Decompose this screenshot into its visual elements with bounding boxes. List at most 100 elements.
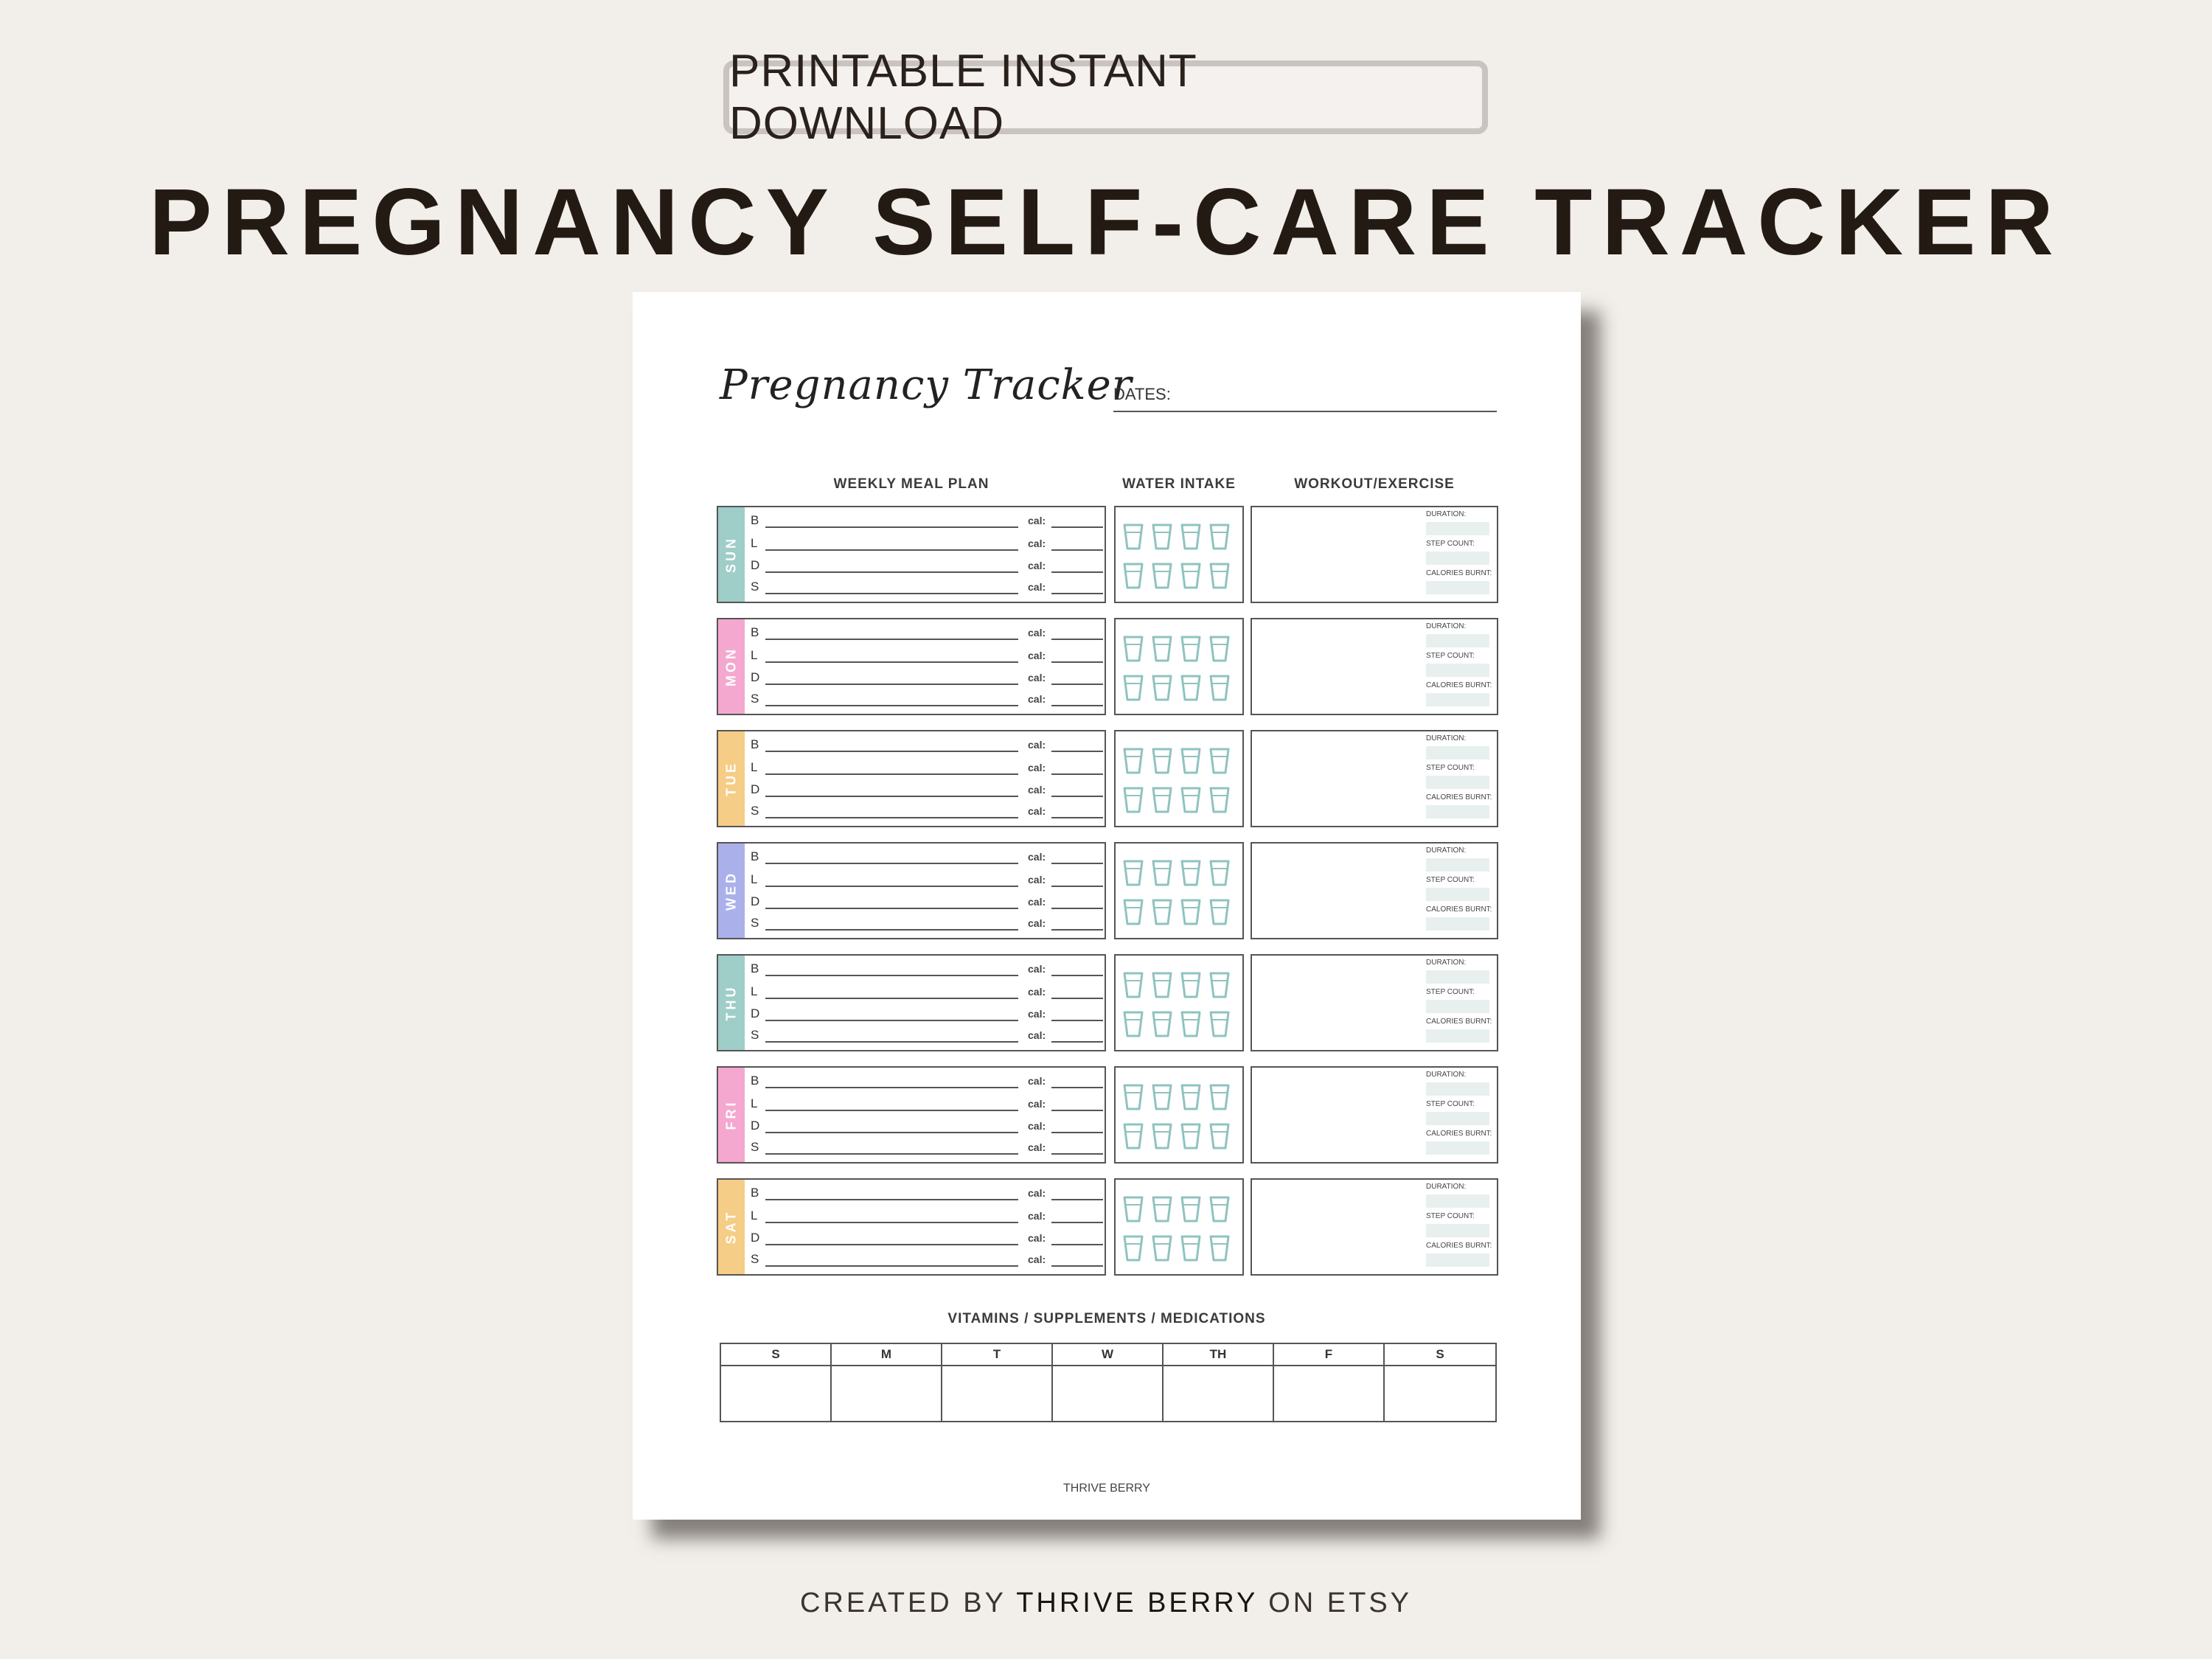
cal-entry-line[interactable] (1051, 1110, 1103, 1111)
cal-entry-line[interactable] (1051, 1265, 1103, 1267)
water-cup-icon[interactable] (1209, 1123, 1230, 1150)
water-cup-icon[interactable] (1123, 787, 1144, 813)
water-cup-icon[interactable] (1152, 1084, 1172, 1110)
water-cup-icon[interactable] (1180, 972, 1201, 998)
meal-entry-line[interactable] (765, 526, 1018, 528)
water-cup-icon[interactable] (1180, 1084, 1201, 1110)
cal-entry-line[interactable] (1051, 639, 1103, 640)
workout-field[interactable] (1426, 776, 1489, 789)
water-cup-icon[interactable] (1152, 748, 1172, 774)
water-cup-icon[interactable] (1123, 563, 1144, 589)
cal-entry-line[interactable] (1051, 593, 1103, 594)
water-cup-icon[interactable] (1123, 524, 1144, 550)
vitamin-day-column[interactable]: S (1385, 1344, 1495, 1421)
water-cup-icon[interactable] (1152, 636, 1172, 662)
cal-entry-line[interactable] (1051, 661, 1103, 663)
cal-entry-line[interactable] (1051, 705, 1103, 706)
water-cup-icon[interactable] (1152, 675, 1172, 701)
water-cup-icon[interactable] (1180, 1011, 1201, 1037)
vitamin-day-column[interactable]: TH (1164, 1344, 1274, 1421)
cal-entry-line[interactable] (1051, 908, 1103, 909)
cal-entry-line[interactable] (1051, 571, 1103, 573)
workout-field[interactable] (1426, 1082, 1489, 1096)
water-cup-icon[interactable] (1180, 524, 1201, 550)
cal-entry-line[interactable] (1051, 1132, 1103, 1133)
water-cup-icon[interactable] (1152, 1235, 1172, 1262)
vitamin-day-column[interactable]: T (942, 1344, 1053, 1421)
water-cup-icon[interactable] (1180, 563, 1201, 589)
water-cup-icon[interactable] (1123, 748, 1144, 774)
workout-field[interactable] (1426, 1141, 1489, 1155)
water-cup-icon[interactable] (1123, 860, 1144, 886)
cal-entry-line[interactable] (1051, 975, 1103, 976)
vitamin-day-column[interactable]: F (1274, 1344, 1385, 1421)
water-cup-icon[interactable] (1123, 675, 1144, 701)
water-cup-icon[interactable] (1209, 972, 1230, 998)
meal-entry-line[interactable] (765, 1265, 1018, 1267)
meal-entry-line[interactable] (765, 661, 1018, 663)
meal-entry-line[interactable] (765, 773, 1018, 775)
cal-entry-line[interactable] (1051, 1041, 1103, 1043)
workout-field[interactable] (1426, 581, 1489, 594)
meal-entry-line[interactable] (765, 1222, 1018, 1223)
water-cup-icon[interactable] (1209, 524, 1230, 550)
cal-entry-line[interactable] (1051, 886, 1103, 887)
cal-entry-line[interactable] (1051, 773, 1103, 775)
water-cup-icon[interactable] (1209, 1235, 1230, 1262)
vitamin-day-column[interactable]: M (832, 1344, 942, 1421)
meal-entry-line[interactable] (765, 593, 1018, 594)
water-cup-icon[interactable] (1123, 1011, 1144, 1037)
cal-entry-line[interactable] (1051, 817, 1103, 818)
meal-entry-line[interactable] (765, 684, 1018, 685)
cal-entry-line[interactable] (1051, 1244, 1103, 1245)
meal-entry-line[interactable] (765, 1020, 1018, 1021)
workout-field[interactable] (1426, 1000, 1489, 1013)
meal-entry-line[interactable] (765, 929, 1018, 931)
workout-field[interactable] (1426, 693, 1489, 706)
workout-field[interactable] (1426, 1224, 1489, 1237)
meal-entry-line[interactable] (765, 751, 1018, 752)
meal-entry-line[interactable] (765, 998, 1018, 999)
meal-entry-line[interactable] (765, 1153, 1018, 1155)
meal-entry-line[interactable] (765, 571, 1018, 573)
water-cup-icon[interactable] (1180, 1123, 1201, 1150)
meal-entry-line[interactable] (765, 1199, 1018, 1200)
cal-entry-line[interactable] (1051, 1222, 1103, 1223)
water-cup-icon[interactable] (1152, 787, 1172, 813)
meal-entry-line[interactable] (765, 1087, 1018, 1088)
water-cup-icon[interactable] (1123, 899, 1144, 925)
workout-field[interactable] (1426, 634, 1489, 647)
workout-field[interactable] (1426, 746, 1489, 759)
meal-entry-line[interactable] (765, 796, 1018, 797)
meal-entry-line[interactable] (765, 1041, 1018, 1043)
cal-entry-line[interactable] (1051, 1199, 1103, 1200)
meal-entry-line[interactable] (765, 1244, 1018, 1245)
workout-field[interactable] (1426, 888, 1489, 901)
water-cup-icon[interactable] (1180, 787, 1201, 813)
workout-field[interactable] (1426, 664, 1489, 677)
water-cup-icon[interactable] (1209, 748, 1230, 774)
workout-field[interactable] (1426, 1029, 1489, 1043)
water-cup-icon[interactable] (1180, 675, 1201, 701)
workout-field[interactable] (1426, 522, 1489, 535)
water-cup-icon[interactable] (1123, 636, 1144, 662)
cal-entry-line[interactable] (1051, 863, 1103, 864)
cal-entry-line[interactable] (1051, 998, 1103, 999)
workout-field[interactable] (1426, 970, 1489, 984)
water-cup-icon[interactable] (1152, 563, 1172, 589)
cal-entry-line[interactable] (1051, 1020, 1103, 1021)
cal-entry-line[interactable] (1051, 1087, 1103, 1088)
water-cup-icon[interactable] (1180, 860, 1201, 886)
workout-field[interactable] (1426, 1194, 1489, 1208)
meal-entry-line[interactable] (765, 886, 1018, 887)
meal-entry-line[interactable] (765, 817, 1018, 818)
workout-field[interactable] (1426, 552, 1489, 565)
cal-entry-line[interactable] (1051, 1153, 1103, 1155)
vitamin-day-column[interactable]: W (1053, 1344, 1164, 1421)
water-cup-icon[interactable] (1152, 524, 1172, 550)
workout-field[interactable] (1426, 1253, 1489, 1267)
water-cup-icon[interactable] (1152, 899, 1172, 925)
water-cup-icon[interactable] (1152, 1011, 1172, 1037)
meal-entry-line[interactable] (765, 1110, 1018, 1111)
meal-entry-line[interactable] (765, 549, 1018, 551)
